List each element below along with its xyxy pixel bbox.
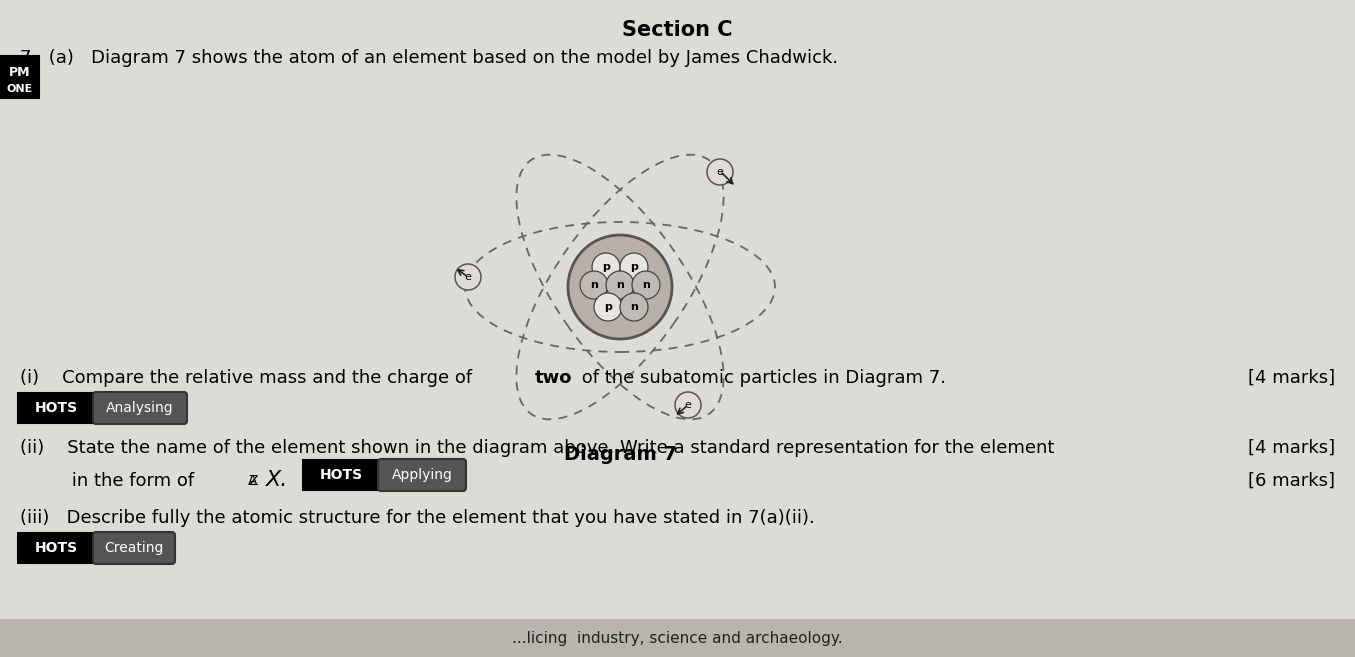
Text: (iii)   Describe fully the atomic structure for the element that you have stated: (iii) Describe fully the atomic structur… [20,509,814,527]
Text: Analysing: Analysing [106,401,173,415]
Text: 7.  (a)   Diagram 7 shows the atom of an element based on the model by James Cha: 7. (a) Diagram 7 shows the atom of an el… [20,49,839,67]
Text: (i)    Compare the relative mass and the charge of: (i) Compare the relative mass and the ch… [20,369,478,387]
Text: HOTS: HOTS [34,541,77,555]
Text: p: p [630,262,638,272]
Text: e: e [717,167,724,177]
Text: PM: PM [9,66,31,79]
Circle shape [592,253,621,281]
Text: [4 marks]: [4 marks] [1248,439,1335,457]
Text: n: n [617,280,623,290]
FancyBboxPatch shape [18,393,93,423]
FancyBboxPatch shape [93,392,187,424]
Text: (ii)    State the name of the element shown in the diagram above. Write a standa: (ii) State the name of the element shown… [20,439,1054,457]
FancyBboxPatch shape [378,459,466,491]
Text: A: A [248,474,257,488]
Text: [6 marks]: [6 marks] [1248,472,1335,490]
Text: n: n [630,302,638,312]
Text: ONE: ONE [7,84,33,94]
FancyBboxPatch shape [93,532,175,564]
Circle shape [631,271,660,299]
Text: Section C: Section C [622,20,732,40]
Text: n: n [589,280,598,290]
Text: p: p [604,302,612,312]
Text: Z: Z [248,474,257,488]
Text: n: n [642,280,650,290]
FancyBboxPatch shape [304,460,379,490]
Text: p: p [602,262,610,272]
Circle shape [568,235,672,339]
Text: ...licing  industry, science and archaeology.: ...licing industry, science and archaeol… [512,631,843,645]
Text: HOTS: HOTS [34,401,77,415]
Text: [4 marks]: [4 marks] [1248,369,1335,387]
Circle shape [606,271,634,299]
Text: Applying: Applying [392,468,453,482]
Text: e: e [465,272,472,282]
Text: Diagram 7: Diagram 7 [564,445,676,464]
FancyBboxPatch shape [18,533,93,563]
Circle shape [675,392,701,418]
Text: two: two [535,369,573,387]
Circle shape [707,159,733,185]
Circle shape [580,271,608,299]
Circle shape [593,293,622,321]
Bar [0,619,1355,657]
Text: HOTS: HOTS [320,468,363,482]
Text: X.: X. [266,470,289,490]
Text: of the subatomic particles in Diagram 7.: of the subatomic particles in Diagram 7. [576,369,946,387]
Text: Creating: Creating [104,541,164,555]
Circle shape [621,253,648,281]
FancyBboxPatch shape [1,56,39,98]
Text: e: e [684,400,691,410]
Text: in the form of: in the form of [20,472,201,490]
Circle shape [455,264,481,290]
Circle shape [621,293,648,321]
